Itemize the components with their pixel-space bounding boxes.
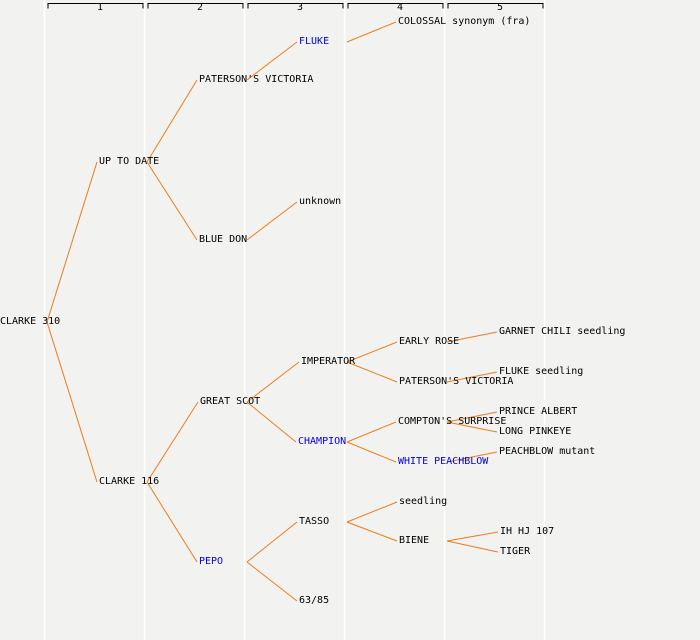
pedigree-edge [246,521,298,563]
tree-node-tiger[interactable]: TIGER [500,546,531,557]
generation-bracket [247,3,344,9]
tree-node-garnet-chili-seedling[interactable]: GARNET CHILI seedling [499,326,626,337]
pedigree-edge [246,401,297,443]
pedigree-edge [346,501,398,523]
pedigree-edge [346,521,398,542]
generation-label: 4 [397,2,403,13]
tree-node-patersons-victoria-2[interactable]: PATERSON'S VICTORIA [399,376,514,387]
pedigree-edge [446,531,499,542]
tree-node-pepo[interactable]: PEPO [199,556,224,567]
generation-bracket [347,3,444,9]
tree-node-colossal[interactable]: COLOSSAL synonym (fra) [398,16,531,27]
tree-node-biene[interactable]: BIENE [399,535,430,546]
tree-node-early-rose[interactable]: EARLY ROSE [399,336,460,347]
pedigree-edge [146,401,199,483]
tree-node-white-peachblow[interactable]: WHITE PEACHBLOW [398,456,489,467]
generation-bracket [147,3,244,9]
generation-label: 1 [97,2,103,13]
tree-node-clarke-116[interactable]: CLARKE 116 [99,476,160,487]
generation-label: 5 [497,2,503,13]
pedigree-edge [446,540,499,553]
tree-node-long-pinkeye[interactable]: LONG PINKEYE [499,426,572,437]
tree-node-clarke-310[interactable]: CLARKE 310 [0,316,61,327]
pedigree-edge [146,161,198,241]
generation-label: 2 [197,2,203,13]
tree-node-up-to-date[interactable]: UP TO DATE [99,156,160,167]
pedigree-edge [446,421,498,433]
tree-node-unknown[interactable]: unknown [299,196,342,207]
pedigree-edge [446,331,498,343]
generation-bracket [47,3,144,9]
pedigree-edge [446,451,498,463]
tree-node-prince-albert[interactable]: PRINCE ALBERT [499,406,578,417]
tree-node-seedling[interactable]: seedling [399,496,448,507]
pedigree-edge [446,411,498,423]
tree-node-patersons-victoria-1[interactable]: PATERSON'S VICTORIA [199,74,314,85]
pedigree-edge [146,481,198,563]
pedigree-edge [346,21,397,43]
pedigree-edge [346,441,397,463]
tree-node-blue-don[interactable]: BLUE DON [199,234,248,245]
tree-node-champion[interactable]: CHAMPION [298,436,347,447]
pedigree-edge [346,421,397,443]
pedigree-edge [346,361,398,383]
pedigree-edge [46,161,98,323]
generation-label: 3 [297,2,303,13]
tree-node-tasso[interactable]: TASSO [299,516,330,527]
generation-bracket [447,3,544,9]
tree-node-great-scot[interactable]: GREAT SCOT [200,396,261,407]
tree-node-imperator[interactable]: IMPERATOR [301,356,356,367]
pedigree-edge [246,201,298,241]
tree-node-63-85[interactable]: 63/85 [299,595,330,606]
tree-node-fluke-seedling[interactable]: FLUKE seedling [499,366,584,377]
pedigree-edge [146,79,198,163]
tree-node-ih-hj-107[interactable]: IH HJ 107 [500,526,555,537]
pedigree-edge [46,321,98,483]
pedigree-edge [346,341,398,363]
pedigree-edge [246,361,300,403]
pedigree-edge [246,41,298,81]
tree-node-peachblow-mutant[interactable]: PEACHBLOW mutant [499,446,596,457]
pedigree-edge [246,561,298,602]
pedigree-edge [446,371,498,383]
tree-node-fluke[interactable]: FLUKE [299,36,330,47]
tree-node-comptons-surprise[interactable]: COMPTON'S SURPRISE [398,416,507,427]
